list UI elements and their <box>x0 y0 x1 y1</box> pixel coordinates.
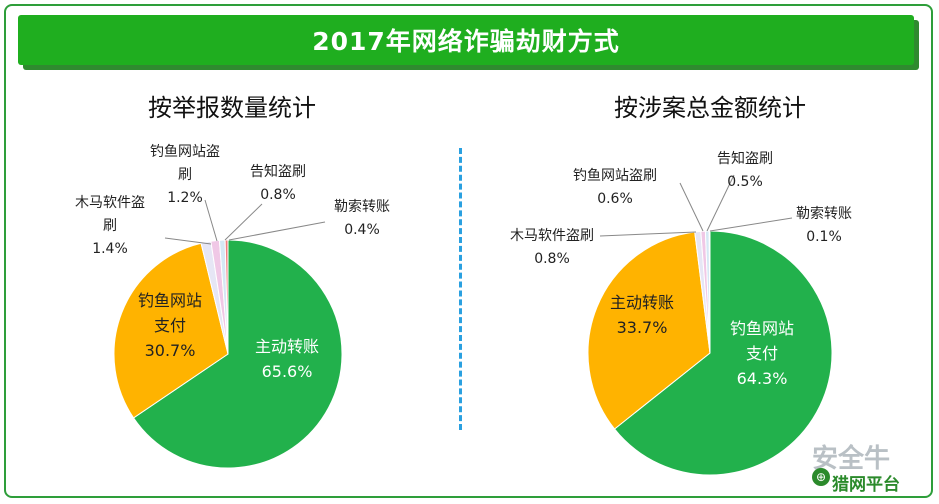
watermark-logo-icon: ⊕ <box>812 468 830 486</box>
pie-0-slice-1 <box>113 242 229 419</box>
pie-1-label-4: 告知盗刷 0.5% <box>717 150 773 190</box>
pie-1-leader-5 <box>709 217 793 232</box>
pie-0-leader-2 <box>164 237 212 245</box>
pie-0-label-1: 钓鱼网站支付 30.7% <box>138 291 202 360</box>
pie-1-label-0: 钓鱼网站支付 64.3% <box>730 319 794 388</box>
pie-1-leader-2 <box>599 231 697 237</box>
page-title: 2017年网络诈骗劫财方式 <box>18 15 914 65</box>
chart-title-right: 按涉案总金额统计 <box>614 94 806 122</box>
pie-1-leader-4 <box>706 174 735 232</box>
pie-0-label-5: 勒索转账 0.4% <box>334 198 390 238</box>
pie-1-label-5: 勒索转账 0.1% <box>796 205 852 245</box>
outer-frame <box>4 4 933 498</box>
pie-1-leader-3 <box>679 182 704 232</box>
chart-divider <box>459 148 462 430</box>
pie-0-label-0: 主动转账 65.6% <box>255 337 319 381</box>
pie-0-leader-5 <box>228 221 326 241</box>
pie-1-label-3: 钓鱼网站盗刷 0.6% <box>573 167 657 207</box>
pie-0-slice-0 <box>132 239 343 469</box>
watermark-platform: 猎网平台 <box>832 475 900 495</box>
chart-title-left: 按举报数量统计 <box>148 94 316 122</box>
pie-1-slice-5 <box>708 230 711 354</box>
pie-0-label-2: 木马软件盗刷 1.4% <box>75 195 145 257</box>
pie-0-label-4: 告知盗刷 0.8% <box>250 163 306 203</box>
pie-0-leader-3 <box>204 199 218 242</box>
pie-1-label-2: 木马软件盗刷 0.8% <box>510 228 594 267</box>
pie-1-slice-0 <box>613 230 833 476</box>
pie-1-label-1: 主动转账 33.7% <box>610 293 674 337</box>
pie-0-leader-4 <box>224 203 263 241</box>
pie-1-slice-1 <box>587 231 711 430</box>
pie-0-label-3: 钓鱼网站盗刷 1.2% <box>150 143 220 206</box>
